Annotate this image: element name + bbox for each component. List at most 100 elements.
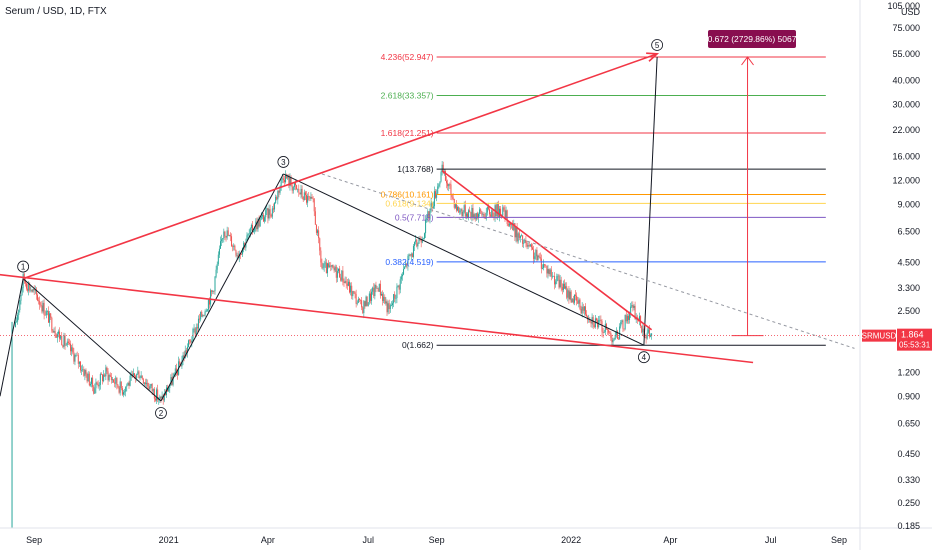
candle-body [558,275,560,288]
candle-body [414,242,416,246]
candle-body [78,361,80,364]
candle-body [358,298,360,300]
y-tick-label: 30.000 [892,99,920,109]
candle-body [173,372,175,377]
candle-body [121,388,123,395]
candle-body [254,228,256,231]
candle-body [430,202,432,209]
candle-body [502,207,504,216]
candle-body [217,254,219,265]
candle-body [16,321,18,323]
candle-body [135,375,137,379]
candle-body [84,370,86,376]
candle-body [530,244,532,248]
candle-body [122,392,124,395]
candle-body [556,276,558,282]
candle-body [227,230,229,236]
candle-body [207,299,209,310]
candle-body [579,299,581,309]
candle-body [589,319,591,323]
trend-line [441,170,653,331]
wave-label-circle [651,39,664,51]
candle-body [537,255,539,261]
candle-body [529,244,531,247]
fib-level-label: 2.618(33.357) [381,90,434,100]
last-price-value: 1.864 [901,330,924,340]
x-tick-label: Sep [831,535,847,545]
y-tick-label: 12.000 [892,176,920,186]
candle-body [286,174,288,179]
candle-body [351,285,353,297]
candle-body [571,298,573,303]
candle-body [44,315,46,316]
candle-body [645,337,647,339]
candle-body [114,382,116,384]
candle-body [420,240,422,243]
candle-body [330,265,332,267]
candle-body [108,374,110,381]
candle-body [560,279,562,287]
candle-body [75,354,77,356]
candle-body [289,177,291,186]
y-tick-label: 0.250 [897,498,920,508]
candle-body [619,326,621,340]
candle-body [53,331,55,333]
candle-body [14,322,16,328]
candle-body [371,291,373,301]
candle-body [107,371,109,381]
candle-body [515,227,517,238]
fib-level-label: 1.618(21.251) [381,128,434,138]
candle-body [258,219,260,227]
y-tick-label: 16.000 [892,152,920,162]
candle-body [57,331,59,334]
candle-body [28,284,30,291]
candle-body [96,382,98,384]
candle-body [302,196,304,201]
candle-body [648,329,650,337]
candle-body [265,210,267,218]
candle-body [366,296,368,306]
candle-body [546,265,548,274]
candle-body [216,264,218,270]
candle-body [570,291,572,303]
candle-body [151,384,153,392]
candle-body [266,208,268,211]
candle-body [512,224,514,231]
candle-body [631,305,633,307]
candle-body [463,205,465,212]
candle-body [247,234,249,236]
candle-body [297,188,299,190]
candle-body [473,214,475,218]
candle-body [68,342,70,344]
candle-body [326,263,328,274]
candle-body [500,208,502,215]
candle-body [458,206,460,213]
y-tick-label: 75.000 [892,23,920,33]
wave-line [643,56,658,346]
candle-body [426,218,428,220]
candle-body [60,336,62,339]
candle-body [70,343,72,352]
wave-label: 3 [281,158,286,167]
candle-body [199,318,201,320]
candle-body [497,204,499,217]
candle-body [518,233,520,238]
candle-body [319,238,321,251]
candle-body [290,177,292,186]
candle-body [312,198,314,200]
candle-body [403,268,405,275]
last-price-tag [897,328,932,351]
candle-body [82,369,84,371]
candle-body [610,332,612,338]
candle-body [361,300,363,308]
candle-body [377,288,379,292]
candle-body [584,306,586,315]
candle-body [32,289,34,292]
candle-body [644,336,646,338]
candle-body [462,211,464,217]
candle-body [270,214,272,217]
candle-body [433,191,435,207]
candle-body [128,382,130,386]
